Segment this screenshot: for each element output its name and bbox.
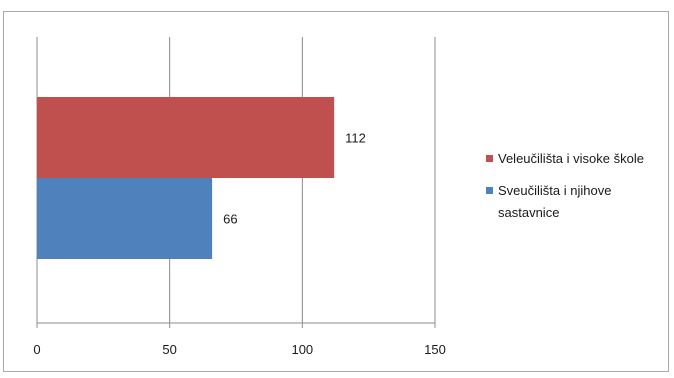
x-tick-label-0: 0	[33, 342, 40, 357]
legend-item-sveucilista: Sveučilišta i njihove sastavnice	[486, 180, 666, 224]
x-tick-label-50: 50	[162, 342, 176, 357]
x-tick-label-100: 100	[291, 342, 313, 357]
x-tick-label-150: 150	[424, 342, 446, 357]
data-label-sveucilista: 66	[223, 212, 237, 227]
legend-item-veleucilista: Veleučilišta i visoke škole	[486, 148, 666, 170]
legend: Veleučilišta i visoke škole Sveučilišta …	[486, 148, 666, 234]
legend-swatch-sveucilista	[486, 187, 493, 194]
legend-label-veleucilista: Veleučilišta i visoke škole	[498, 151, 644, 166]
legend-swatch-veleucilista	[486, 155, 493, 162]
bar-veleucilista	[37, 97, 335, 178]
legend-label-sveucilista: Sveučilišta i njihove sastavnice	[498, 183, 612, 220]
bar-sveucilista	[37, 178, 213, 259]
data-label-veleucilista: 112	[345, 131, 366, 146]
